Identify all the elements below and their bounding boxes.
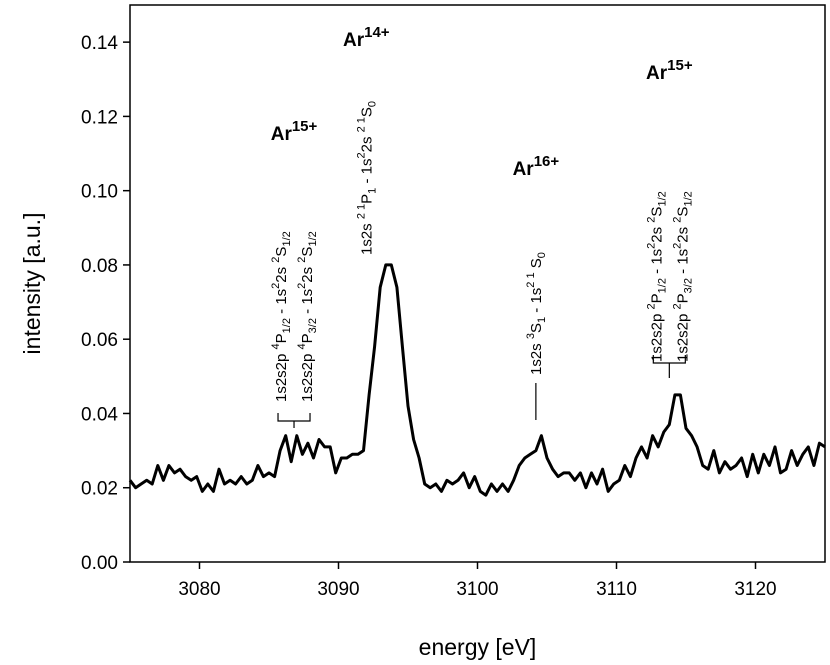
- y-axis-title: intensity [a.u.]: [19, 213, 45, 355]
- y-tick-label: 0.02: [81, 479, 118, 500]
- ion-label-ar14: Ar14+: [343, 24, 390, 51]
- y-tick-label: 0.06: [81, 330, 118, 351]
- annotation-ar14: Ar14+ 1s2s 2 1P1 - 1s22s 2 1S0: [343, 24, 390, 255]
- ion-label-ar15-left: Ar15+: [271, 118, 318, 145]
- transition-label: 1s2s 3S1 - 1s2 1 S0: [525, 252, 548, 375]
- ion-label-ar16: Ar16+: [513, 153, 560, 180]
- annotation-ar16: Ar16+ 1s2s 3S1 - 1s2 1 S0: [513, 153, 560, 420]
- x-tick-label: 3090: [317, 579, 359, 600]
- y-tick-label: 0.10: [81, 182, 118, 203]
- annotation-bracket: [277, 413, 311, 422]
- y-tick-label: 0.00: [81, 553, 118, 574]
- transition-label: 1s2s2p 4P1/2 - 1s22s 2S1/2: [270, 231, 293, 402]
- ion-label-ar15-right: Ar15+: [646, 57, 693, 84]
- x-tick-label: 3110: [596, 579, 637, 600]
- transition-label: 1s2s2p 4P3/2 - 1s22s 2S1/2: [296, 231, 319, 402]
- axis-ticks: 0.00 0.02 0.04 0.06 0.08 0.10 0.12 0.14 3080 3090…: [81, 33, 777, 600]
- x-tick-label: 3120: [734, 579, 776, 600]
- series-line-spectrum: [128, 263, 826, 497]
- plot-border: [129, 4, 826, 563]
- transition-label: 1s2s2p 2P1/2 - 1s22s 2S1/2: [645, 191, 668, 362]
- x-axis-title: energy [eV]: [419, 634, 537, 660]
- x-tick-label: 3100: [456, 579, 498, 600]
- series-layer: [128, 263, 826, 497]
- plot-frame: [129, 4, 826, 563]
- y-tick-label: 0.04: [81, 404, 118, 425]
- y-tick-label: 0.08: [81, 256, 118, 277]
- y-tick-label: 0.12: [81, 107, 118, 128]
- transition-label: 1s2s2p 2P3/2 - 1s22s 2S1/2: [671, 191, 694, 362]
- transition-label: 1s2s 2 1P1 - 1s22s 2 1S0: [355, 101, 378, 255]
- y-tick-label: 0.14: [81, 33, 118, 54]
- x-tick-label: 3080: [178, 579, 220, 600]
